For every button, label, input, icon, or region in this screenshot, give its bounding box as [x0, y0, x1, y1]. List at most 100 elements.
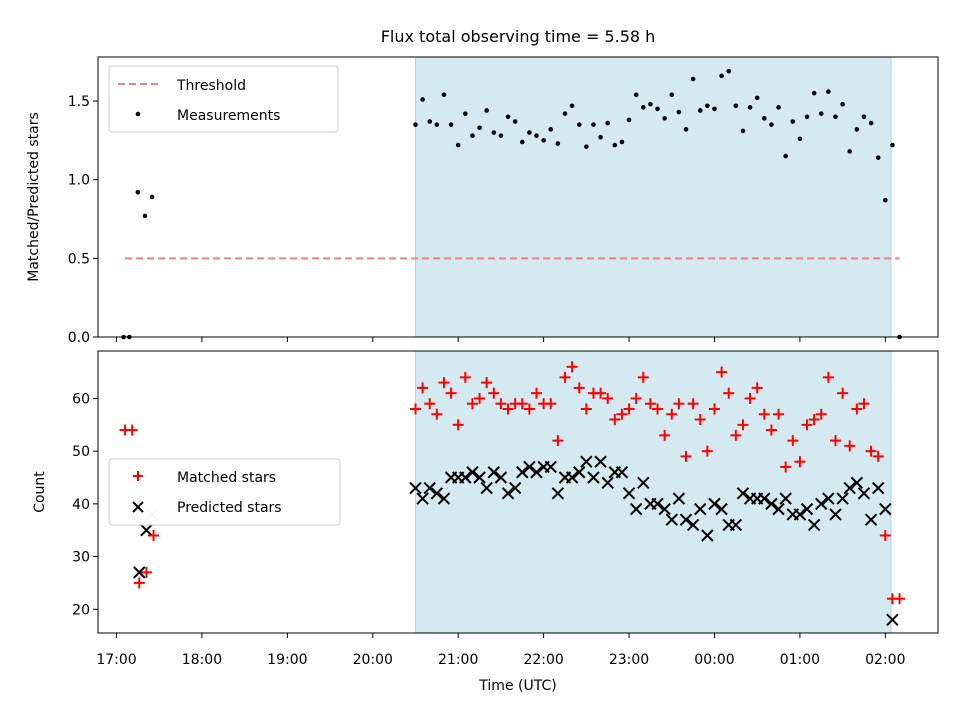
predicted-point: [736, 487, 750, 500]
measurement-point: [149, 194, 155, 200]
matched-point: [595, 387, 607, 399]
matched-point: [502, 403, 514, 415]
measurement-point: [662, 116, 667, 121]
predicted-point-stroke: [551, 487, 565, 500]
measurement-point: [811, 90, 817, 96]
predicted-point: [437, 492, 451, 505]
predicted-point: [523, 460, 536, 474]
matched-point: [858, 398, 870, 410]
predicted-point-stroke: [708, 497, 721, 511]
predicted-point-stroke: [544, 460, 557, 474]
matched-point: [552, 435, 564, 447]
measurement-point: [434, 122, 440, 127]
matched-point: [851, 403, 863, 415]
top-panel: 0.0 0.5 1.0 1.5 Matched/Predicted stars Thr…: [26, 56, 939, 346]
matched-point: [133, 577, 145, 589]
predicted-point: [772, 502, 785, 516]
predicted-point: [622, 487, 636, 500]
predicted-point-stroke: [651, 497, 664, 511]
measurement-point: [833, 114, 838, 120]
x-tick-label: 23:00: [609, 652, 649, 668]
measurement-point: [534, 133, 539, 138]
predicted-point-stroke: [629, 502, 643, 516]
measurement-point: [854, 127, 860, 132]
measurement-point: [498, 133, 504, 138]
predicted-point: [530, 466, 543, 479]
matched-point: [708, 403, 720, 415]
predicted-point: [494, 471, 508, 484]
measurement-point: [875, 155, 881, 160]
predicted-point-stroke: [779, 492, 792, 505]
predicted-point: [857, 487, 871, 500]
bottom-ytick-label: 40: [72, 497, 90, 513]
predicted-point: [594, 455, 607, 468]
measurement-point: [640, 105, 646, 110]
x-axis-label: Time (UTC): [478, 678, 556, 694]
chart-title: Flux total observing time = 5.58 h: [381, 27, 656, 46]
predicted-point: [672, 492, 686, 505]
measurement-point: [818, 111, 824, 116]
measurement-point: [826, 89, 831, 94]
predicted-point-stroke: [772, 502, 785, 516]
predicted-point-stroke: [715, 502, 728, 516]
x-tick-label: 17:00: [96, 652, 136, 668]
predicted-point: [829, 508, 842, 521]
bottom-panel: 20 30 40 50 60 17:00 18:00 19:00 20:00 21:00 22:0…: [32, 350, 939, 694]
matched-point: [822, 371, 834, 383]
measurement-point: [769, 122, 774, 127]
predicted-point-stroke: [679, 513, 693, 526]
predicted-point: [822, 492, 835, 505]
matched-point: [545, 398, 557, 410]
matched-point: [452, 419, 464, 431]
predicted-point-stroke: [501, 487, 515, 500]
measurement-point: [776, 105, 781, 110]
predicted-point-stroke: [523, 460, 536, 474]
predicted-point-stroke: [622, 487, 636, 500]
measurement-point: [477, 125, 482, 131]
measurement-point: [441, 92, 447, 98]
predicted-point: [836, 492, 849, 505]
predicted-point-stroke: [573, 466, 586, 479]
x-tick-label: 20:00: [353, 652, 393, 668]
predicted-point-stroke: [587, 471, 600, 484]
bottom-ytick-label: 20: [72, 602, 90, 618]
matched-point: [837, 387, 849, 399]
predicted-point: [843, 481, 856, 495]
predicted-point-stroke: [494, 471, 508, 484]
top-legend-box: [108, 65, 339, 133]
matched-point: [815, 408, 827, 420]
matched-point: [148, 529, 160, 541]
matched-point: [488, 387, 500, 399]
predicted-point: [587, 471, 600, 484]
predicted-point-stroke: [694, 502, 707, 516]
predicted-point-stroke: [437, 492, 451, 505]
predicted-point: [508, 481, 522, 495]
measurement-point: [633, 92, 639, 98]
predicted-point: [133, 566, 146, 579]
predicted-point: [430, 487, 444, 500]
predicted-point: [729, 518, 743, 532]
measurement-point: [562, 111, 568, 116]
x-tick-label: 21:00: [438, 652, 478, 668]
predicted-point-stroke: [409, 481, 422, 495]
predicted-point-stroke: [615, 466, 629, 479]
predicted-point: [758, 492, 771, 505]
matched-point: [666, 408, 678, 420]
measurement-point: [519, 139, 525, 145]
legend-threshold-label: Threshold: [176, 78, 246, 94]
predicted-point: [423, 481, 436, 495]
measurement-point: [669, 92, 675, 98]
predicted-point: [516, 466, 529, 479]
measurement-point: [719, 73, 724, 79]
matched-point: [872, 450, 884, 462]
predicted-point-stroke: [686, 518, 700, 532]
matched-point: [523, 403, 535, 415]
predicted-point-stroke: [459, 471, 472, 484]
matched-point: [126, 424, 138, 436]
measurement-point: [548, 127, 554, 132]
matched-point: [445, 387, 457, 399]
x-tick-label: 00:00: [694, 652, 734, 668]
matched-point: [879, 529, 891, 541]
measurement-point: [648, 101, 653, 107]
matched-point: [424, 398, 436, 410]
